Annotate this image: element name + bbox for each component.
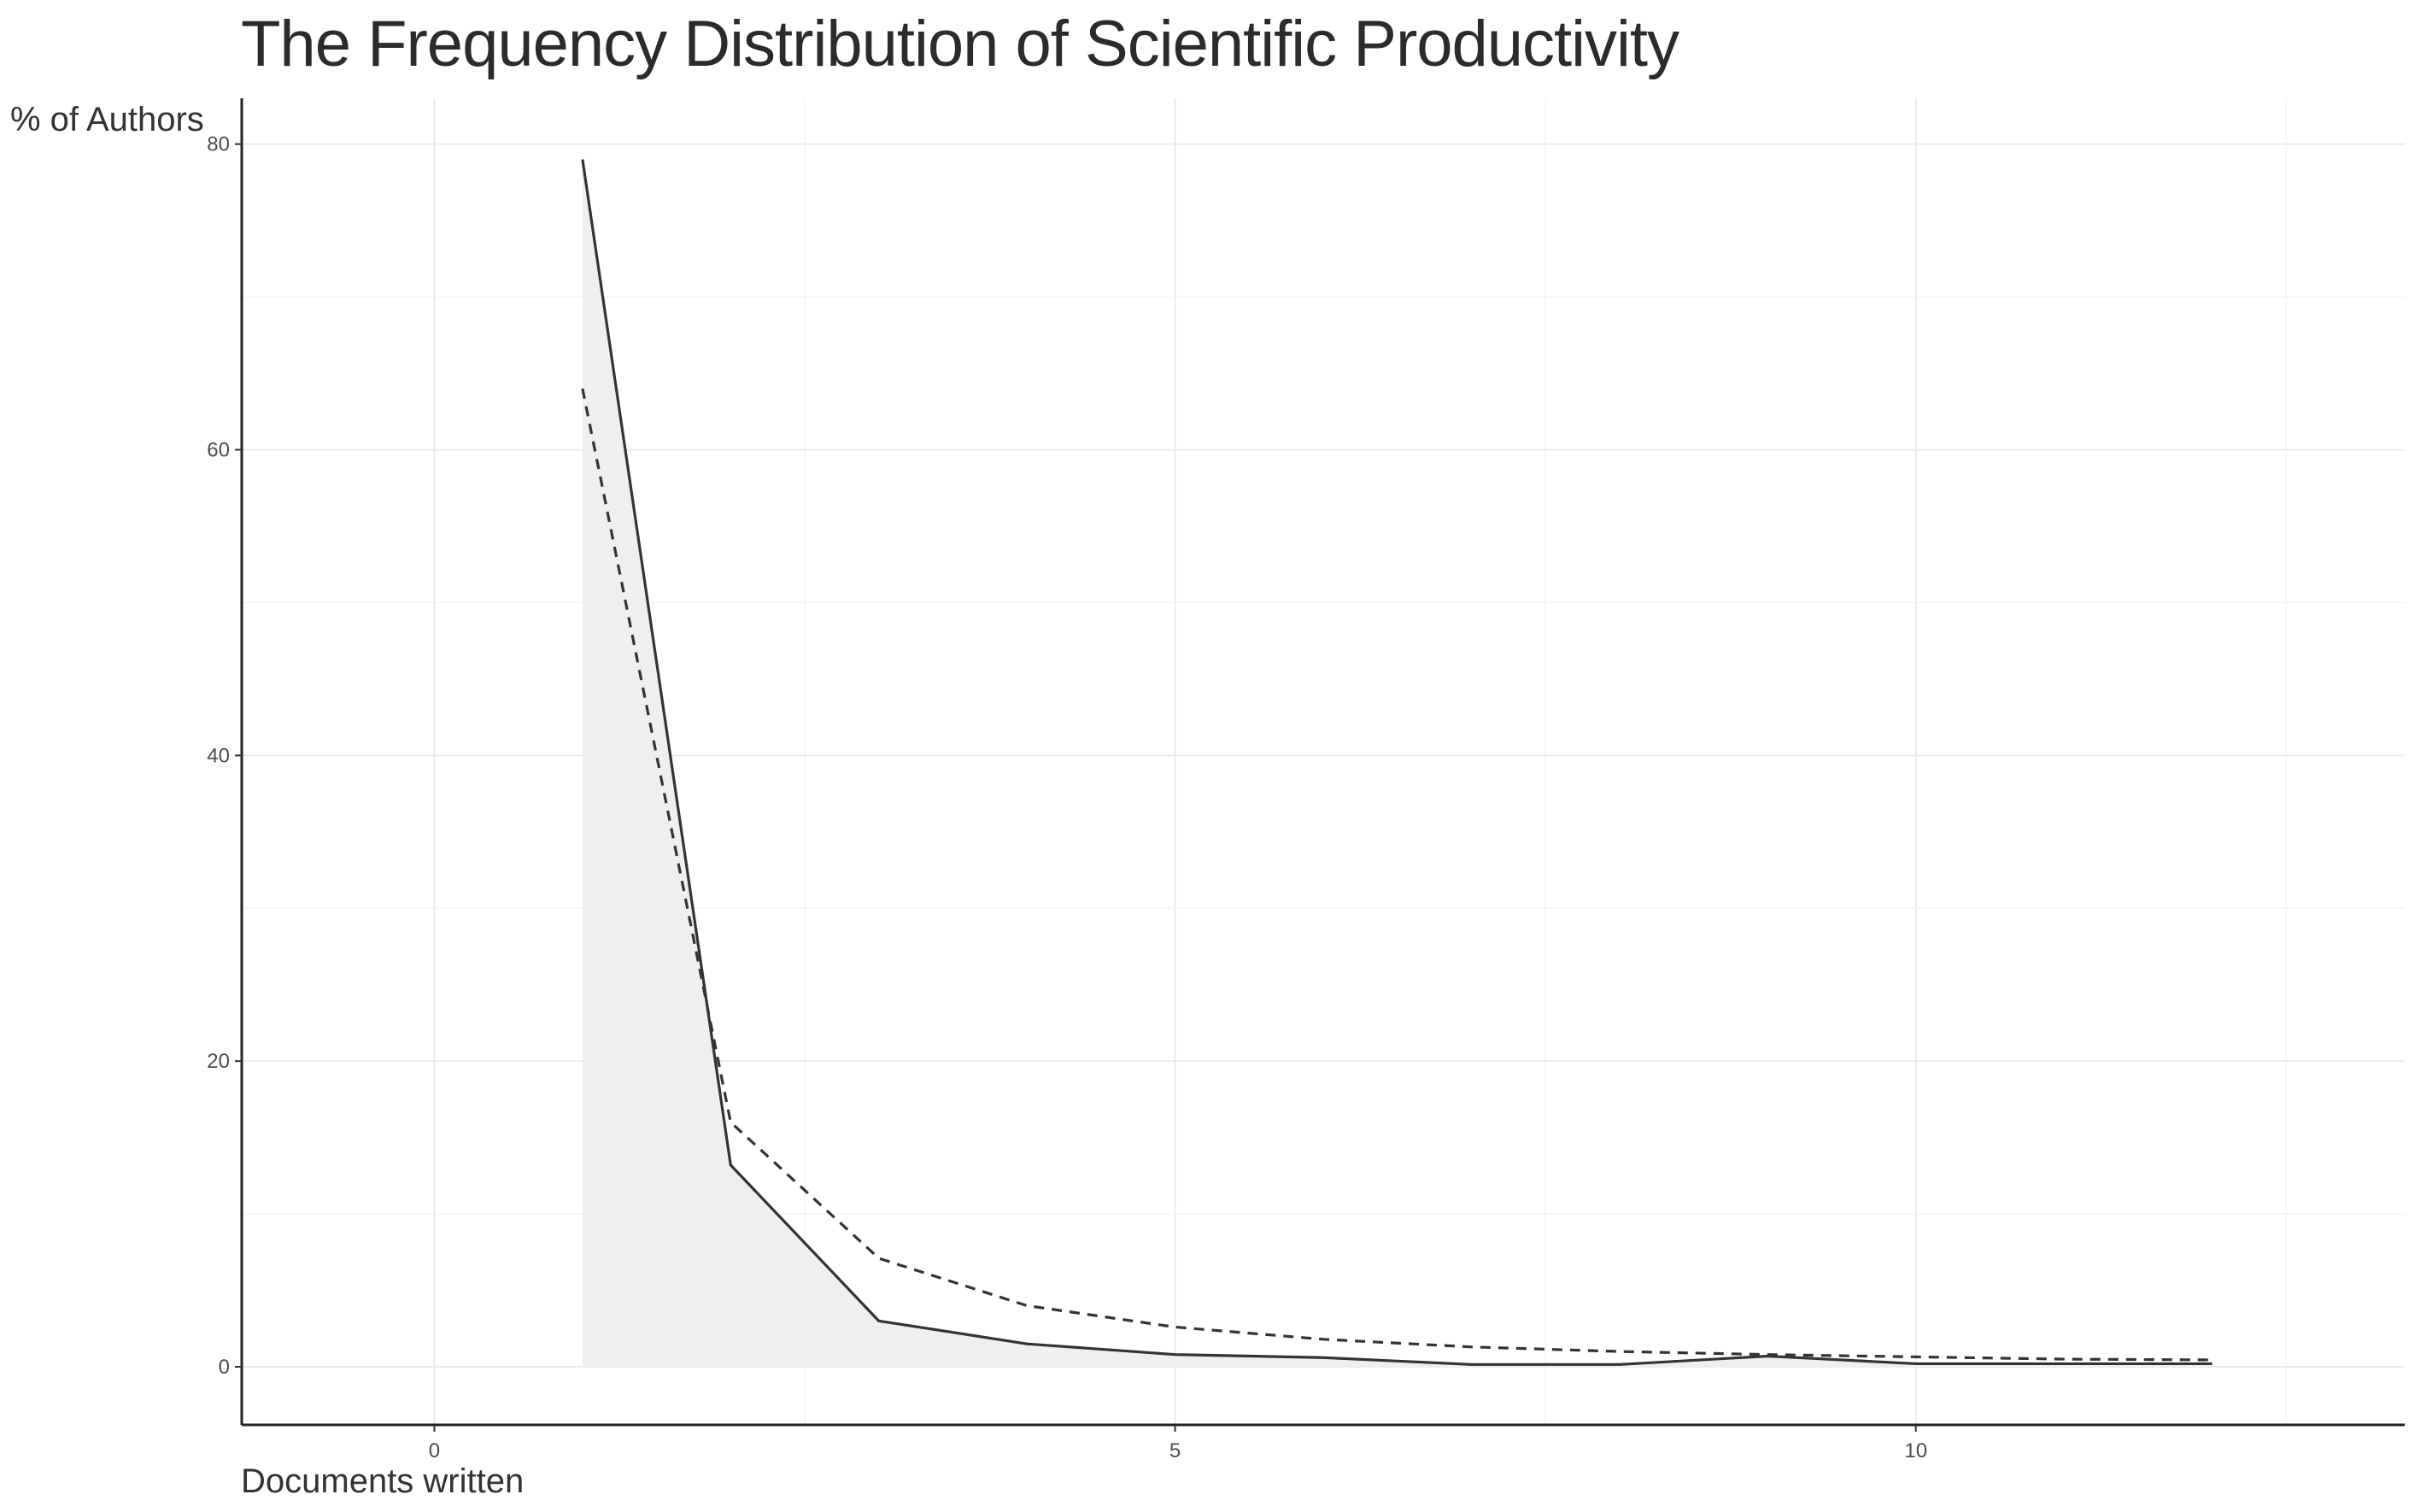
y-tick-label: 80 [207,133,230,156]
series-lines [581,159,2213,1366]
x-tick-label: 0 [429,1439,440,1462]
solid-series-line [581,159,2213,1366]
area-fill [582,159,2213,1368]
y-tick-label: 60 [207,439,230,462]
y-tick-label: 20 [207,1050,230,1073]
axes [235,98,2405,1432]
x-axis-label: Documents written [241,1462,525,1500]
x-tick-label: 10 [1904,1439,1927,1462]
grid-lines [242,98,2405,1425]
chart-title: The Frequency Distribution of Scientific… [241,8,1679,80]
y-tick-label: 40 [207,744,230,767]
tick-labels: 0 20 40 60 80 0 5 10 [207,133,1927,1462]
y-tick-label: 0 [219,1356,230,1379]
y-axis-label: % of Authors [10,101,204,138]
dashed-series-line [581,388,2213,1362]
series-area-1 [582,159,2213,1368]
x-tick-label: 5 [1169,1439,1181,1462]
